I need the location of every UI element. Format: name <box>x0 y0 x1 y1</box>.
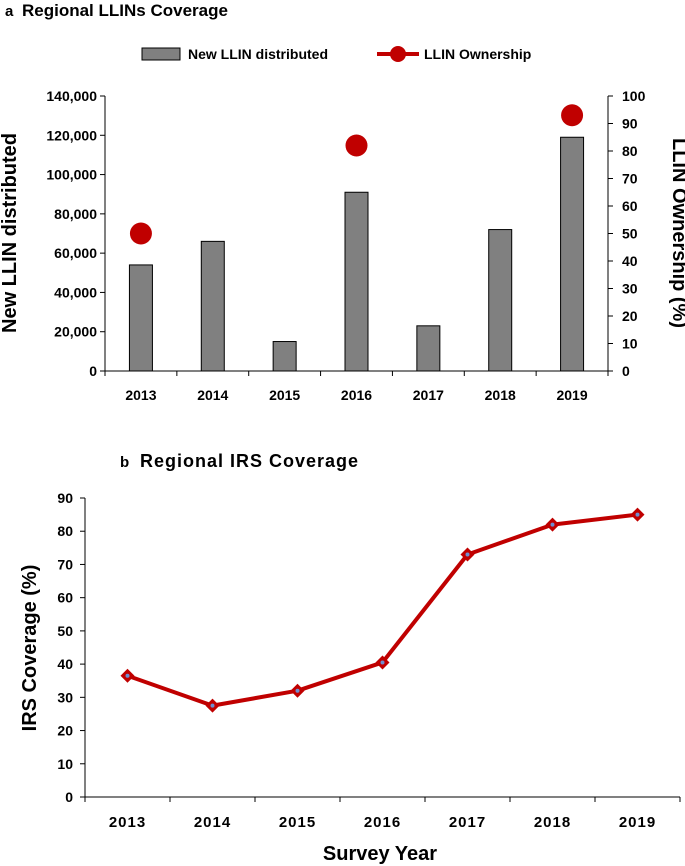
x-tick-label-a: 2019 <box>556 387 587 403</box>
legend-a: New LLIN distributed LLIN Ownership <box>141 46 531 62</box>
y-tick-label-right: 40 <box>622 253 638 269</box>
x-tick-label-b: 2014 <box>194 814 231 831</box>
y-tick-label-right: 0 <box>622 363 630 379</box>
irs-coverage-line <box>126 512 638 708</box>
legend-swatch-bar <box>141 47 181 61</box>
bar-new-llin <box>560 136 585 372</box>
irs-point-center <box>380 660 385 665</box>
y-tick-label-left: 140,000 <box>46 88 97 104</box>
y-tick-label-b: 0 <box>65 789 73 805</box>
x-tick-label-a: 2013 <box>125 387 156 403</box>
x-tick-label-b: 2019 <box>619 814 656 831</box>
x-tick-label-b: 2018 <box>534 814 571 831</box>
x-axis-title-b: Survey Year <box>323 843 437 865</box>
irs-point-center <box>635 512 640 517</box>
bar-new-llin <box>416 325 441 372</box>
x-tick-label-a: 2017 <box>413 387 444 403</box>
y-tick-label-left: 20,000 <box>54 324 97 340</box>
y-tick-label-right: 50 <box>622 226 638 242</box>
y-tick-label-right: 10 <box>622 336 638 352</box>
y-tick-label-b: 60 <box>57 590 73 606</box>
x-tick-label-a: 2018 <box>485 387 516 403</box>
y-tick-label-right: 100 <box>622 88 646 104</box>
y-tick-label-left: 40,000 <box>54 284 97 300</box>
y-tick-label-right: 80 <box>622 143 638 159</box>
x-tick-label-a: 2016 <box>341 387 372 403</box>
y-tick-label-b: 90 <box>57 490 73 506</box>
y-tick-label-b: 10 <box>57 756 73 772</box>
y-tick-label-b: 70 <box>57 556 73 572</box>
y-tick-label-left: 60,000 <box>54 245 97 261</box>
bar-new-llin <box>488 229 513 372</box>
legend-label-marker: LLIN Ownership <box>424 46 531 62</box>
x-tick-label-b: 2015 <box>279 814 316 831</box>
bar-new-llin <box>272 341 297 372</box>
panel-b-title: Regional IRS Coverage <box>140 451 359 471</box>
plot-a: 0 20,000 40,000 60,000 80,000 100,000 120,000 1… <box>46 88 645 403</box>
y-tick-label-left: 120,000 <box>46 127 97 143</box>
irs-point-center <box>210 703 215 708</box>
y-tick-label-b: 20 <box>57 723 73 739</box>
x-tick-label-b: 2013 <box>109 814 146 831</box>
y-tick-label-b: 80 <box>57 523 73 539</box>
x-tick-label-b: 2016 <box>364 814 401 831</box>
panel-b-letter: b <box>120 454 129 471</box>
ownership-marker <box>561 104 584 127</box>
y-tick-label-b: 30 <box>57 689 73 705</box>
y-axis-title-left: New LLIN distributed <box>0 133 21 333</box>
legend-label-bar: New LLIN distributed <box>188 46 328 62</box>
x-tick-label-a: 2015 <box>269 387 300 403</box>
bar-new-llin <box>128 264 153 372</box>
legend-swatch-marker <box>390 46 406 62</box>
irs-point-center <box>295 688 300 693</box>
y-tick-label-left: 80,000 <box>54 206 97 222</box>
y-tick-label-right: 20 <box>622 308 638 324</box>
panel-a-letter: a <box>5 3 14 20</box>
y-tick-label-right: 60 <box>622 198 638 214</box>
x-tick-label-b: 2017 <box>449 814 486 831</box>
x-tick-label-a: 2014 <box>197 387 228 403</box>
bar-new-llin <box>344 191 369 372</box>
plot-b: 0 10 20 30 40 50 60 70 80 90 2013 2014 2015 2016 2017 2… <box>57 490 681 831</box>
y-tick-label-right: 70 <box>622 171 638 187</box>
y-tick-label-b: 40 <box>57 656 73 672</box>
irs-point-center <box>125 673 130 678</box>
y-tick-label-left: 0 <box>89 363 97 379</box>
irs-point-center <box>465 552 470 557</box>
y-axis-title-right: LLIN Ownership (%) <box>668 138 685 328</box>
ownership-marker <box>345 134 368 157</box>
y-tick-label-b: 50 <box>57 623 73 639</box>
panel-a-title: Regional LLINs Coverage <box>22 1 228 20</box>
bar-new-llin <box>200 240 225 372</box>
y-tick-label-left: 100,000 <box>46 167 97 183</box>
ownership-marker <box>129 222 152 245</box>
y-tick-label-right: 90 <box>622 116 638 132</box>
irs-point-center <box>550 522 555 527</box>
y-tick-label-right: 30 <box>622 281 638 297</box>
y-axis-title-b: IRS Coverage (%) <box>19 565 41 732</box>
